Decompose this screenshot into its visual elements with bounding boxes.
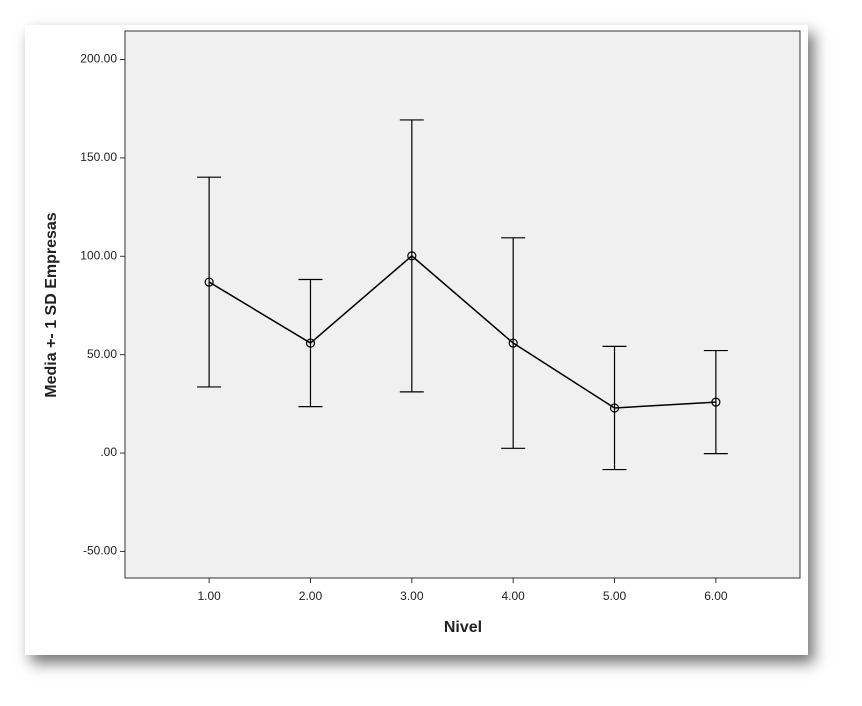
x-tick-label: 5.00: [603, 589, 627, 603]
x-tick-label: 4.00: [501, 589, 525, 603]
y-tick-label: 100.00: [80, 248, 117, 262]
marker: [407, 251, 417, 261]
y-tick-label: 50.00: [87, 347, 117, 361]
x-tick-label: 6.00: [704, 589, 728, 603]
y-tick-label: 150.00: [80, 150, 117, 164]
x-axis-title: Nivel: [444, 619, 482, 636]
marker: [204, 277, 214, 287]
x-tick-label: 1.00: [197, 589, 221, 603]
y-tick-label: .00: [100, 445, 117, 459]
plot-area: [124, 30, 801, 579]
marker: [609, 403, 620, 413]
y-tick-label: 200.00: [80, 52, 117, 66]
y-axis-title: Media +- 1 SD Empresas: [43, 212, 60, 398]
marker: [508, 338, 518, 348]
x-tick-label: 2.00: [299, 589, 323, 603]
marker: [305, 338, 316, 348]
y-tick-label: -50.00: [83, 544, 117, 558]
line: [208, 254, 716, 409]
marker: [711, 397, 721, 407]
x-tick-label: 3.00: [400, 589, 424, 603]
